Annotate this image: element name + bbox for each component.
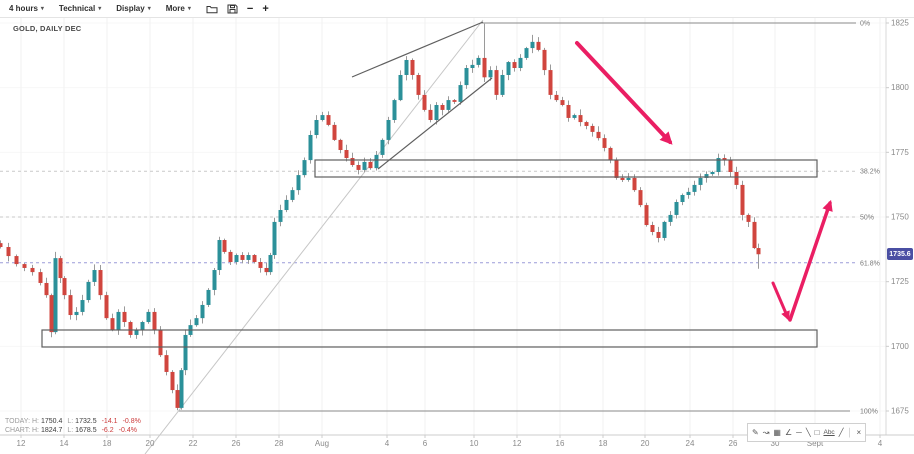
toolbar-separator: │ xyxy=(847,428,853,437)
resistance-zone[interactable] xyxy=(314,159,818,178)
price-tick-label: 1825 xyxy=(891,19,909,28)
menu-label: Technical xyxy=(58,4,96,13)
menu-label: More xyxy=(165,4,185,13)
gridlines xyxy=(0,18,886,435)
time-tick-label: 26 xyxy=(232,439,241,448)
fib-grid-tool[interactable]: ▦ xyxy=(773,428,781,437)
menu-technical[interactable]: Technical ▾ xyxy=(59,4,101,13)
brush-tool[interactable]: ↝ xyxy=(762,428,770,437)
time-tick-label: 18 xyxy=(103,439,112,448)
fib-level-label: 100% xyxy=(860,409,878,416)
fib-level-label: 0% xyxy=(860,21,870,28)
price-axis[interactable]: 1825 1800 1775 1750 1725 1700 1675 xyxy=(886,19,909,416)
trend-lines-tool[interactable]: ∠ xyxy=(784,428,793,437)
time-tick-label: 14 xyxy=(60,439,69,448)
chevron-down-icon: ▾ xyxy=(40,6,44,12)
price-tick-label: 1700 xyxy=(891,342,909,351)
fib-level-label: 50% xyxy=(860,215,874,222)
pointer-tool[interactable]: ✎ xyxy=(752,428,759,437)
last-price-badge: 1735.6 xyxy=(887,248,913,261)
time-tick-label: 18 xyxy=(599,439,608,448)
annotation-arrows[interactable] xyxy=(575,41,833,322)
candlestick-series xyxy=(0,23,761,411)
time-tick-label: Aug xyxy=(315,439,329,448)
time-tick-label: 4 xyxy=(878,439,883,448)
close-icon[interactable]: × xyxy=(856,428,862,437)
time-tick-label: 20 xyxy=(146,439,155,448)
price-tick-label: 1775 xyxy=(891,148,909,157)
fib-level-label: 61.8% xyxy=(860,260,880,267)
stats-row: TODAY: H: 1750.4 L: 1732.5 -14.1 -0.8% xyxy=(5,418,141,425)
menu-display[interactable]: Display ▾ xyxy=(116,4,150,13)
drawing-toolbar: ✎ ↝ ▦ ∠ ─ ╲ □ Abc ╱ │ × xyxy=(747,423,867,442)
time-tick-label: 10 xyxy=(470,439,479,448)
fib-retracement[interactable] xyxy=(0,22,856,412)
time-axis[interactable]: 12 14 18 20 22 26 28 Aug 4 6 10 12 16 18 20 24 26 30 Sept 4 xyxy=(17,435,883,448)
time-tick-label: 4 xyxy=(385,439,390,448)
top-toolbar: 4 hours ▾ Technical ▾ Display ▾ More ▾ − + xyxy=(0,0,914,18)
support-zone[interactable] xyxy=(41,329,818,348)
time-tick-label: 12 xyxy=(513,439,522,448)
menu-more[interactable]: More ▾ xyxy=(166,4,191,13)
axes xyxy=(0,18,914,436)
fib-level-label: 38.2% xyxy=(860,169,880,176)
time-tick-label: 12 xyxy=(17,439,26,448)
chevron-down-icon: ▾ xyxy=(98,6,102,12)
zoom-in-icon[interactable]: + xyxy=(262,2,269,15)
menu-label: Display xyxy=(116,4,145,13)
menu-timeframe[interactable]: 4 hours ▾ xyxy=(9,4,44,13)
stats-row: CHART: H: 1824.7 L: 1678.5 -6.2 -0.4% xyxy=(5,427,137,434)
price-tick-label: 1800 xyxy=(891,83,909,92)
menu-label: 4 hours xyxy=(9,4,38,13)
price-tick-label: 1725 xyxy=(891,277,909,286)
time-tick-label: 6 xyxy=(423,439,428,448)
ray-tool[interactable]: ╱ xyxy=(838,428,844,437)
time-tick-label: 22 xyxy=(189,439,198,448)
symbol-label: GOLD, DAILY DEC xyxy=(13,24,82,33)
price-tick-label: 1675 xyxy=(891,407,909,416)
time-tick-label: 20 xyxy=(641,439,650,448)
rectangle-tool[interactable]: □ xyxy=(814,428,820,437)
open-chart-icon[interactable] xyxy=(206,4,218,14)
chevron-down-icon: ▾ xyxy=(147,6,151,12)
trendline[interactable] xyxy=(144,19,484,454)
text-tool[interactable]: Abc xyxy=(823,429,835,436)
price-tick-label: 1750 xyxy=(891,213,909,222)
time-tick-label: 30 xyxy=(771,439,780,448)
save-chart-icon[interactable] xyxy=(227,4,238,14)
stats-overlay: TODAY: H: 1750.4 L: 1732.5 -14.1 -0.8% CHART:… xyxy=(5,417,146,435)
diagonal-line-tool[interactable]: ╲ xyxy=(805,428,811,437)
zoom-out-icon[interactable]: − xyxy=(246,2,254,15)
chevron-down-icon: ▾ xyxy=(187,6,191,12)
channel-pattern[interactable] xyxy=(351,21,493,170)
time-tick-label: 28 xyxy=(275,439,284,448)
horizontal-line-tool[interactable]: ─ xyxy=(796,428,802,437)
time-tick-label: 26 xyxy=(729,439,738,448)
time-tick-label: 24 xyxy=(686,439,695,448)
time-tick-label: Sept xyxy=(807,439,824,448)
time-tick-label: 16 xyxy=(556,439,565,448)
